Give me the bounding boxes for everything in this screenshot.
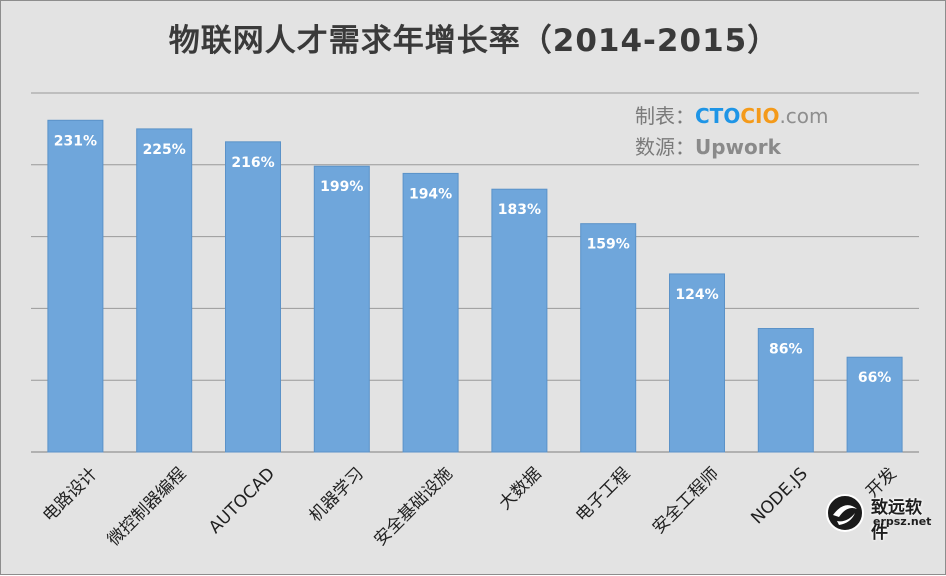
watermark-url: erpsz.net — [873, 515, 932, 528]
x-tick-label: 电路设计 — [39, 464, 101, 526]
data-label: 216% — [231, 155, 274, 171]
x-tick-label: 微控制器编程 — [104, 464, 190, 550]
data-label: 199% — [320, 179, 363, 195]
brand-com: .com — [779, 104, 829, 128]
watermark-name: 致远软件 — [871, 498, 922, 543]
bar — [757, 328, 814, 453]
bars — [47, 119, 903, 453]
x-tick-label: 机器学习 — [306, 464, 368, 526]
bar — [669, 273, 725, 453]
source-line: 数源：Upwork — [635, 132, 829, 163]
brand-cio: CIO — [740, 104, 780, 128]
watermark-logo-icon — [826, 494, 864, 532]
x-tick-label: 安全工程师 — [649, 464, 723, 538]
x-tick-label: NODE.JS — [747, 464, 811, 528]
made-by-label: 制表： — [635, 104, 695, 128]
bar — [47, 119, 104, 453]
data-label: 231% — [54, 133, 97, 149]
bar — [580, 223, 637, 453]
chart-credits: 制表：CTOCIO.com 数源：Upwork — [635, 101, 829, 163]
made-by-line: 制表：CTOCIO.com — [635, 101, 829, 132]
brand-cto: CTO — [695, 104, 741, 128]
bar — [491, 188, 548, 453]
data-label: 183% — [498, 202, 541, 218]
chart-title: 物联网人才需求年增长率（2014-2015） — [168, 23, 780, 59]
data-labels: 231% 225% 216% 199% 194% 183% 159% 124% 86% 66% — [54, 133, 892, 386]
bar — [313, 165, 370, 453]
watermark: 致远软件 erpsz.net — [825, 493, 937, 543]
data-label: 159% — [587, 237, 630, 253]
source-name: Upwork — [695, 135, 781, 159]
x-tick-label: 大数据 — [495, 464, 545, 514]
data-label: 194% — [409, 186, 452, 202]
data-label: 225% — [143, 142, 186, 158]
bar — [225, 141, 281, 453]
bar — [136, 128, 193, 453]
bar — [846, 356, 903, 453]
x-tick-label: 安全基础设施 — [370, 464, 456, 550]
x-tick-labels: 电路设计 微控制器编程 AUTOCAD 机器学习 安全基础设施 大数据 电子工程 安全工程师 N… — [39, 464, 900, 550]
x-tick-label: 电子工程 — [572, 464, 634, 526]
data-label: 66% — [858, 370, 892, 386]
bar — [402, 172, 459, 453]
data-label: 86% — [769, 342, 803, 358]
brand-logo: CTOCIO.com — [695, 104, 829, 128]
source-label: 数源： — [635, 135, 695, 159]
data-label: 124% — [675, 287, 718, 303]
x-tick-label: AUTOCAD — [205, 464, 279, 538]
